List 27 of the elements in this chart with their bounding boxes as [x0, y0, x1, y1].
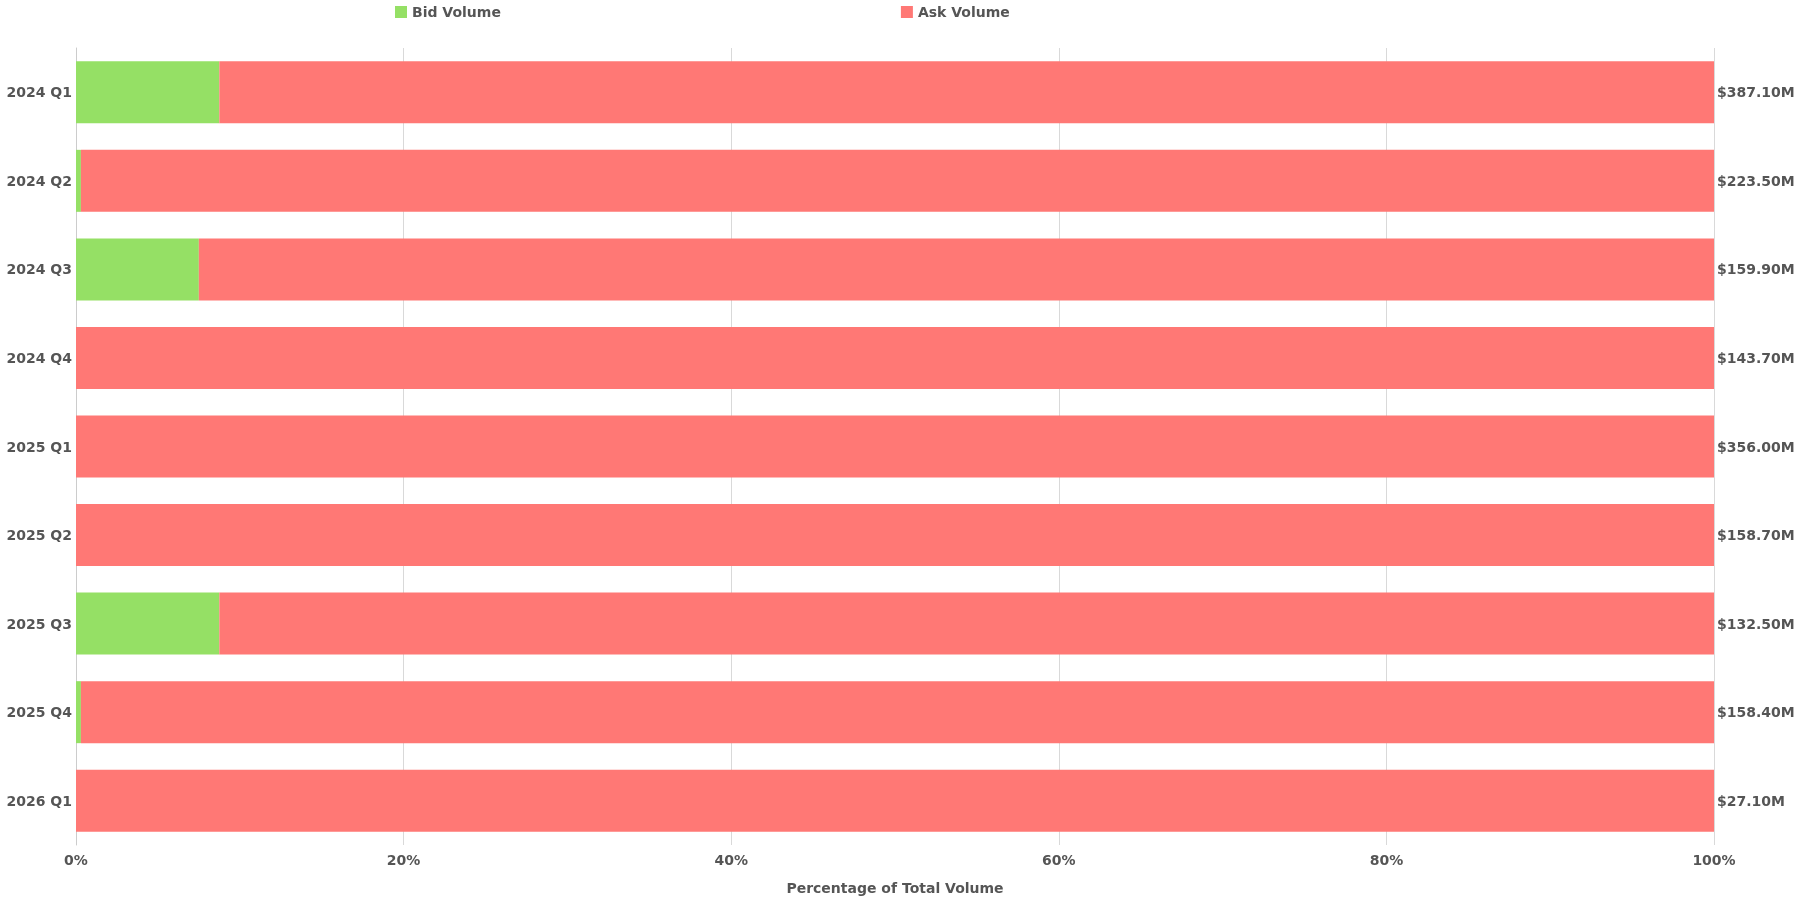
text: $27.10M [1717, 792, 1785, 809]
text: $158.40M [1717, 704, 1795, 721]
y-tick-label: 2024 Q4 [6, 349, 73, 366]
y-tick-label: 2025 Q4 [6, 704, 73, 721]
y-tick-label: 2025 Q3 [6, 615, 72, 632]
text: $356.00M [1717, 438, 1795, 455]
y-tick-label: 2026 Q1 [6, 792, 72, 809]
legend-label: Bid Volume [412, 4, 501, 20]
x-tick-label: 20% [386, 852, 421, 868]
y-tick-label: 2024 Q2 [6, 172, 72, 189]
y-tick-label: 2025 Q1 [6, 438, 72, 455]
x-tick-label: 0% [64, 852, 88, 868]
x-tick-label: 100% [1692, 852, 1736, 868]
x-axis-title: Percentage of Total Volume [786, 880, 1004, 896]
text: $132.50M [1717, 615, 1795, 632]
legend-label: Ask Volume [917, 4, 1010, 20]
text: $387.10M [1717, 84, 1795, 101]
y-tick-label: 2025 Q2 [6, 527, 72, 544]
x-tick-label: 80% [1369, 852, 1404, 868]
y-tick-label: 2024 Q3 [6, 261, 72, 278]
text: $158.70M [1717, 527, 1795, 544]
y-tick-label: 2024 Q1 [6, 84, 72, 101]
text: $159.90M [1717, 261, 1795, 278]
x-tick-label: 40% [714, 852, 748, 868]
text: $143.70M [1717, 349, 1795, 366]
text: $223.50M [1717, 172, 1795, 189]
x-tick-label: 60% [1042, 852, 1076, 868]
